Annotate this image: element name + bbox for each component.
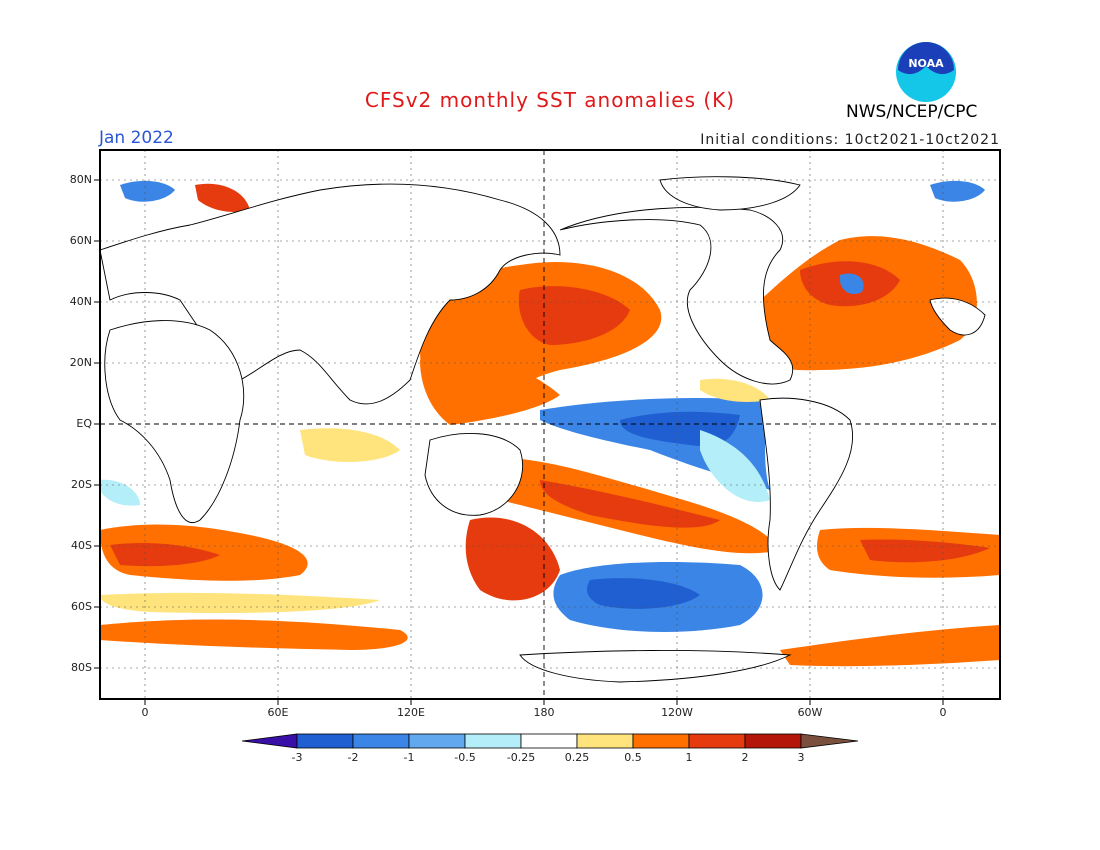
noaa-logo: NOAA bbox=[896, 42, 956, 102]
lon-label: 60E bbox=[267, 706, 289, 719]
axis-ticks bbox=[94, 179, 944, 705]
initial-conditions: Initial conditions: 10ct2021-10ct2021 bbox=[700, 132, 1000, 148]
colorbar bbox=[241, 733, 859, 749]
logo-text: NOAA bbox=[908, 57, 944, 70]
colorbar-label: 0.5 bbox=[624, 751, 642, 764]
colorbar-swatch bbox=[576, 733, 634, 749]
lon-label: 120W bbox=[661, 706, 693, 719]
colorbar-swatch bbox=[352, 733, 410, 749]
colorbar-swatch bbox=[408, 733, 466, 749]
colorbar-swatch bbox=[632, 733, 690, 749]
colorbar-swatch bbox=[464, 733, 522, 749]
colorbar-label: -0.5 bbox=[454, 751, 476, 764]
lon-label: 60W bbox=[797, 706, 823, 719]
colorbar-swatch bbox=[296, 733, 354, 749]
colorbar-label: 3 bbox=[797, 751, 805, 764]
lat-label: 80N bbox=[69, 173, 92, 186]
lon-label: 120E bbox=[397, 706, 425, 719]
colorbar-label: 0.25 bbox=[564, 751, 590, 764]
colorbar-label: 2 bbox=[741, 751, 749, 764]
colorbar-low-arrow bbox=[241, 733, 298, 749]
lon-label: 180 bbox=[533, 706, 555, 719]
colorbar-swatch bbox=[744, 733, 802, 749]
colorbar-label: -0.25 bbox=[506, 751, 536, 764]
coastlines bbox=[99, 176, 986, 683]
lat-label: 20N bbox=[69, 356, 92, 369]
graticule bbox=[100, 150, 1000, 699]
colorbar-swatch bbox=[688, 733, 746, 749]
forecast-month: Jan 2022 bbox=[99, 128, 174, 148]
agency-label: NWS/NCEP/CPC bbox=[846, 102, 978, 122]
lat-label: 60S bbox=[71, 600, 92, 613]
colorbar-label: -3 bbox=[291, 751, 303, 764]
colorbar-label: -1 bbox=[403, 751, 415, 764]
lat-label: 20S bbox=[71, 478, 92, 491]
colorbar-label: -2 bbox=[347, 751, 359, 764]
lat-label: EQ bbox=[76, 417, 92, 430]
colorbar-swatch bbox=[520, 733, 578, 749]
lat-label: 80S bbox=[71, 661, 92, 674]
lon-label: 0 bbox=[141, 706, 149, 719]
map-title: CFSv2 monthly SST anomalies (K) bbox=[364, 88, 736, 112]
lat-label: 40N bbox=[69, 295, 92, 308]
lat-label: 60N bbox=[69, 234, 92, 247]
colorbar-label: 1 bbox=[685, 751, 693, 764]
colorbar-high-arrow bbox=[800, 733, 859, 749]
equator-dateline bbox=[100, 150, 1000, 699]
lat-label: 40S bbox=[71, 539, 92, 552]
lon-label: 0 bbox=[939, 706, 947, 719]
